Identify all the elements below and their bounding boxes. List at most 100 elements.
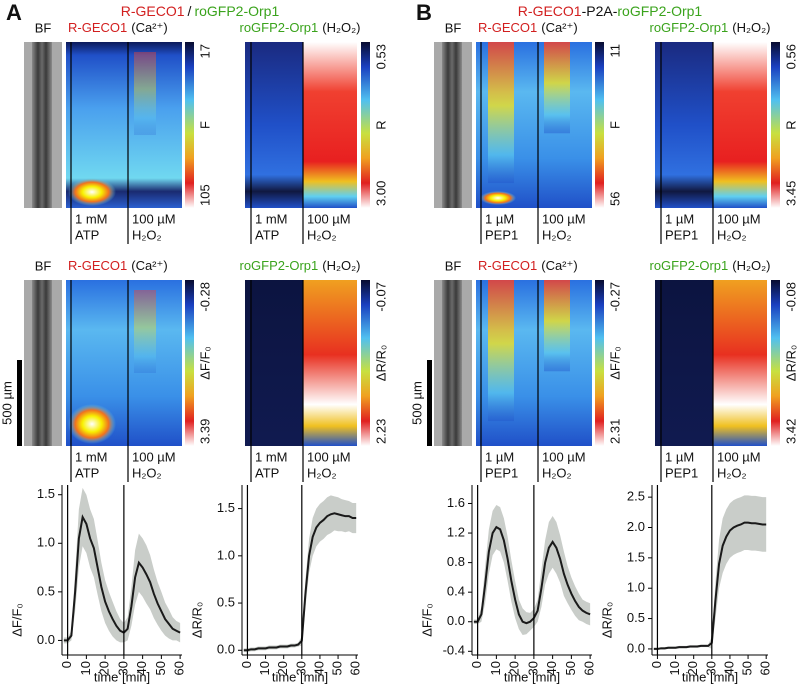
h2o2-scale-label: -0.07 [373, 282, 388, 312]
y-tick-label: 1.0 [217, 547, 235, 562]
x-tick-label: 40 [544, 661, 559, 675]
treatment-label: 1 µM [665, 211, 694, 226]
ca-label: (Ca²⁺) [131, 20, 167, 35]
x-tick-label: 60 [348, 661, 363, 675]
x-tick-label: 30 [115, 661, 130, 675]
y-tick-label: 1.5 [627, 549, 645, 564]
treatment-label: 100 µM [542, 449, 586, 464]
mean-line [653, 521, 767, 650]
treatment-label: PEP1 [485, 227, 518, 242]
treatment-label: 1 µM [485, 449, 514, 464]
x-tick-label: 30 [525, 661, 540, 675]
h2o2-scale-label: 0.53 [373, 44, 388, 69]
h2o2-colorbar [771, 280, 780, 446]
h2o2-label: (H₂O₂) [322, 20, 360, 35]
ca-colorbar [185, 42, 194, 208]
treatment-label: 1 µM [665, 449, 694, 464]
y-tick-label: 0.0 [217, 642, 235, 657]
h2o2-scale-label: R [783, 120, 797, 129]
ca-scale-label: 17 [197, 44, 212, 58]
treatment-label: ATP [255, 227, 279, 242]
bf-root [442, 280, 462, 446]
treatment-label: PEP1 [485, 465, 518, 480]
h2o2-sensor: roGFP2-Orp1 [239, 20, 318, 35]
h2o2-scale-label: 0.56 [783, 44, 797, 69]
title-ca-sensor: R-GECO1 [121, 3, 185, 19]
bf-header: BF [35, 258, 52, 273]
ca-response [480, 191, 516, 205]
y-tick-label: 0.5 [627, 610, 645, 625]
treatment-label: 1 mM [255, 211, 288, 226]
h2o2-scale-label: ΔR/R₀ [783, 345, 797, 381]
ca-scale-label: -0.27 [607, 282, 622, 312]
x-tick-label: 40 [311, 661, 326, 675]
treatment-label: H₂O₂ [307, 465, 337, 480]
h2o2-sensor: roGFP2-Orp1 [649, 20, 728, 35]
bf-root [32, 42, 52, 208]
h2o2-scale-label: 2.23 [373, 419, 388, 444]
treatment-label: H₂O₂ [542, 227, 572, 242]
scale-bar-label: 500 µm [0, 381, 14, 425]
ca-header: R-GECO1 (Ca²⁺) [478, 258, 578, 273]
y-tick-label: 1.2 [447, 524, 465, 539]
bf-root [442, 42, 462, 208]
title-h2o2-sensor: roGFP2-Orp1 [194, 3, 279, 19]
h2o2-label: (H₂O₂) [322, 258, 360, 273]
h2o2-response [713, 280, 767, 446]
mean-line [63, 514, 181, 642]
treatment-label: 1 mM [255, 449, 288, 464]
sd-band [243, 495, 357, 653]
h2o2-colorbar [361, 42, 370, 208]
ca-scale-label: 11 [607, 44, 622, 58]
y-tick-label: -0.4 [443, 643, 465, 658]
x-axis-label: time [min] [682, 669, 738, 684]
y-tick-label: 1.5 [217, 500, 235, 515]
y-tick-label: 1.0 [37, 535, 55, 550]
treatment-label: H₂O₂ [717, 227, 747, 242]
ca-response [488, 42, 514, 184]
h2o2-sensor: roGFP2-Orp1 [239, 258, 318, 273]
ca-header: R-GECO1 (Ca²⁺) [68, 258, 168, 273]
ca-scale-label: -0.28 [197, 282, 212, 312]
treatment-label: 100 µM [542, 211, 586, 226]
h2o2-scale-label: -0.08 [783, 282, 797, 312]
treatment-label: 100 µM [132, 449, 176, 464]
mean-line [243, 512, 357, 652]
x-tick-label: 0 [59, 661, 74, 668]
h2o2-response [303, 280, 357, 446]
mean-line [473, 525, 591, 625]
treatment-label: H₂O₂ [542, 465, 572, 480]
h2o2-header: roGFP2-Orp1 (H₂O₂) [649, 258, 770, 273]
h2o2-label: (H₂O₂) [732, 258, 770, 273]
x-tick-label: 0 [239, 661, 254, 668]
bf-header: BF [35, 20, 52, 35]
h2o2-scale-label: ΔR/R₀ [373, 345, 388, 381]
ca-scale-label: ΔF/F₀ [197, 346, 212, 380]
treatment-label: H₂O₂ [717, 465, 747, 480]
x-tick-label: 40 [721, 661, 736, 675]
treatment-label: 100 µM [717, 211, 761, 226]
h2o2-scale-label: 3.42 [783, 419, 797, 444]
y-tick-label: 0.4 [447, 584, 465, 599]
ca-scale-label: F [607, 121, 622, 129]
h2o2-scale-label: R [373, 120, 388, 129]
x-tick-label: 10 [257, 661, 272, 675]
x-tick-label: 20 [97, 661, 112, 675]
y-axis-label: ΔR/R₀ [599, 602, 614, 638]
treatment-label: PEP1 [665, 227, 698, 242]
treatment-label: 1 µM [485, 211, 514, 226]
ca-colorbar [185, 280, 194, 446]
sd-band [653, 495, 767, 651]
ca-colorbar [595, 280, 604, 446]
ca-response [134, 290, 156, 373]
treatment-label: PEP1 [665, 465, 698, 480]
x-tick-label: 20 [275, 661, 290, 675]
scale-bar [17, 360, 22, 446]
x-tick-label: 50 [740, 661, 755, 675]
y-tick-label: 1.5 [37, 486, 55, 501]
panel-title: R-GECO1/roGFP2-Orp1 [121, 3, 280, 19]
x-tick-label: 20 [507, 661, 522, 675]
ca-scale-label: 3.39 [197, 419, 212, 444]
scale-bar [427, 360, 432, 446]
y-axis-label: ΔF/F₀ [9, 603, 24, 637]
